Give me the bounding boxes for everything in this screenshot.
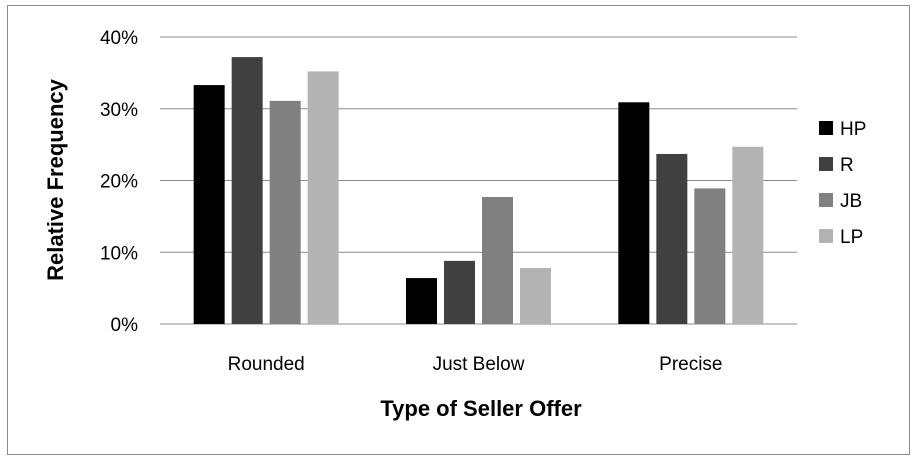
bar-jb-just-below xyxy=(482,197,513,324)
y-axis-ticks: 0% 10% 20% 30% 40% xyxy=(100,28,138,336)
bar-r-rounded xyxy=(231,57,263,325)
legend-label-lp: LP xyxy=(840,227,863,248)
bar-jb-precise xyxy=(694,188,726,324)
gridlines xyxy=(160,36,797,325)
bar-lp-precise xyxy=(732,146,764,324)
legend: HP R JB LP xyxy=(819,119,866,248)
legend-swatch-r xyxy=(819,157,833,171)
bar-hp-just-below xyxy=(406,278,437,324)
bar-lp-just-below xyxy=(520,268,551,324)
y-tick-label: 20% xyxy=(100,172,138,193)
bar-hp-rounded xyxy=(193,85,225,324)
bar-lp-rounded xyxy=(307,71,339,324)
legend-swatch-jb xyxy=(819,193,833,207)
x-axis-title: Type of Seller Offer xyxy=(380,396,582,421)
y-tick-label: 0% xyxy=(111,315,139,336)
y-tick-label: 30% xyxy=(100,100,138,121)
x-tick-label: Precise xyxy=(659,354,722,375)
legend-swatch-hp xyxy=(819,121,833,135)
bar-hp-precise xyxy=(618,102,650,324)
bar-jb-rounded xyxy=(269,100,301,324)
y-tick-label: 40% xyxy=(100,28,138,49)
bar-r-just-below xyxy=(444,260,475,324)
bar-r-precise xyxy=(656,153,688,324)
legend-swatch-lp xyxy=(819,229,833,243)
y-axis-title: Relative Frequency xyxy=(43,78,68,281)
legend-label-r: R xyxy=(840,155,854,176)
x-axis-ticks: Rounded Just Below Precise xyxy=(228,354,723,375)
x-tick-label: Rounded xyxy=(228,354,305,375)
legend-label-hp: HP xyxy=(840,119,866,140)
bars xyxy=(193,57,764,325)
legend-label-jb: JB xyxy=(840,191,862,212)
x-tick-label: Just Below xyxy=(433,354,525,375)
y-tick-label: 10% xyxy=(100,243,138,264)
